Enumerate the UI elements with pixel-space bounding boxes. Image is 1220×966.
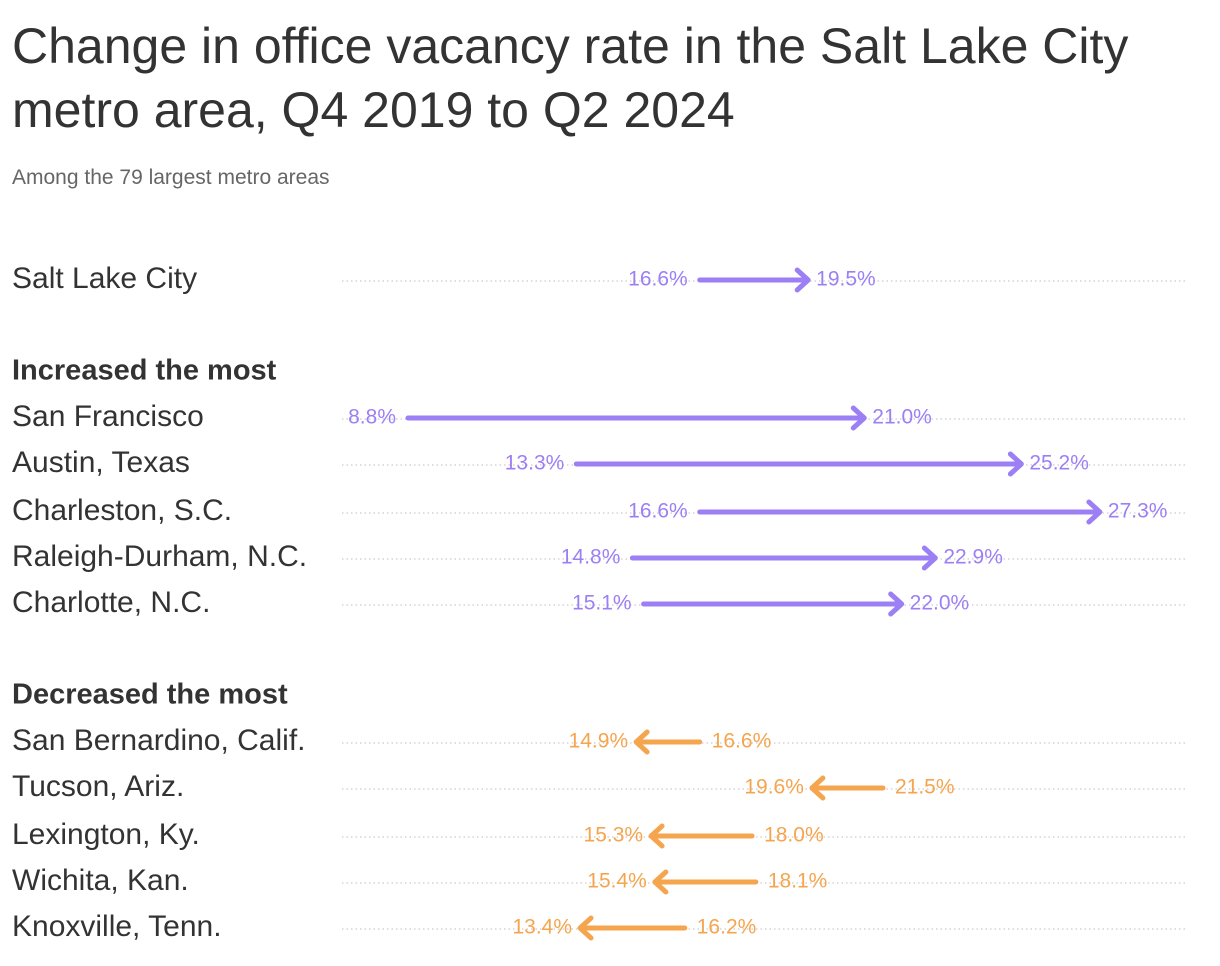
- category-label: Austin, Texas: [12, 446, 190, 479]
- increase-arrow-head: [794, 267, 811, 293]
- increase-arrow-head: [888, 591, 905, 617]
- decrease-arrow-head: [577, 915, 594, 941]
- end-value-label: 15.4%: [587, 870, 647, 893]
- category-label: Charlotte, N.C.: [12, 586, 210, 619]
- end-value-label: 19.5%: [816, 268, 876, 291]
- increase-arrow-head: [1007, 451, 1024, 477]
- start-value-label: 18.0%: [764, 824, 824, 847]
- end-value-label: 19.6%: [744, 776, 804, 799]
- category-label: Knoxville, Tenn.: [12, 910, 222, 943]
- section-header: Increased the most: [12, 355, 277, 387]
- chart-subtitle: Among the 79 largest metro areas: [12, 166, 330, 189]
- decrease-arrow-head: [633, 729, 650, 755]
- start-value-label: 16.6%: [712, 730, 772, 753]
- category-label: San Bernardino, Calif.: [12, 724, 306, 757]
- end-value-label: 22.9%: [943, 546, 1003, 569]
- decrease-arrow-head: [652, 869, 669, 895]
- increase-arrow-head: [921, 545, 938, 571]
- category-label: Wichita, Kan.: [12, 864, 189, 897]
- start-value-label: 8.8%: [348, 406, 396, 429]
- increase-arrow-head: [1086, 499, 1103, 525]
- increase-arrow-head: [850, 405, 867, 431]
- category-label: Raleigh-Durham, N.C.: [12, 540, 307, 573]
- start-value-label: 13.3%: [505, 452, 565, 475]
- start-value-label: 15.1%: [572, 592, 632, 615]
- end-value-label: 21.0%: [872, 406, 932, 429]
- start-value-label: 16.6%: [628, 500, 688, 523]
- end-value-label: 14.9%: [569, 730, 629, 753]
- category-label: Tucson, Ariz.: [12, 770, 184, 803]
- category-label: Salt Lake City: [12, 262, 197, 295]
- category-label: Lexington, Ky.: [12, 818, 200, 851]
- start-value-label: 18.1%: [768, 870, 828, 893]
- start-value-label: 14.8%: [561, 546, 621, 569]
- chart-title: Change in office vacancy rate in the Sal…: [12, 18, 1129, 138]
- decrease-arrow-head: [809, 775, 826, 801]
- end-value-label: 25.2%: [1029, 452, 1089, 475]
- end-value-label: 15.3%: [584, 824, 644, 847]
- category-label: San Francisco: [12, 400, 204, 433]
- start-value-label: 21.5%: [895, 776, 955, 799]
- end-value-label: 22.0%: [910, 592, 970, 615]
- section-header: Decreased the most: [12, 679, 288, 711]
- start-value-label: 16.2%: [697, 916, 757, 939]
- category-label: Charleston, S.C.: [12, 494, 232, 527]
- decrease-arrow-head: [648, 823, 665, 849]
- start-value-label: 16.6%: [628, 268, 688, 291]
- end-value-label: 27.3%: [1108, 500, 1168, 523]
- end-value-label: 13.4%: [512, 916, 572, 939]
